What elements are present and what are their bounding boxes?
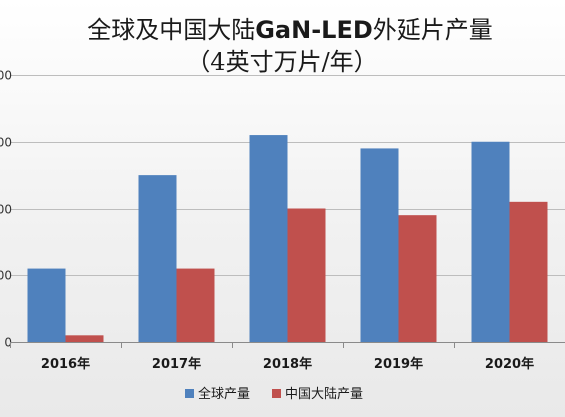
x-axis-tick-labels: 2016年 2017年 2018年 2019年 2020年	[41, 356, 534, 372]
legend-swatch-中国大陆产量	[272, 389, 281, 398]
y-tick-label-400: 00	[0, 136, 12, 150]
y-tick-label-300: 00	[0, 203, 12, 217]
chart-title-group: 全球及中国大陆GaN-LED外延片产量 （4英寸万片/年）	[87, 16, 493, 76]
bars	[27, 135, 548, 342]
bar-中国大陆产量-2018年	[287, 208, 326, 342]
legend-label-全球产量: 全球产量	[198, 386, 250, 402]
bar-中国大陆产量-2020年	[509, 201, 548, 342]
chart-subtitle: （4英寸万片/年）	[186, 48, 377, 76]
bar-中国大陆产量-2017年	[176, 268, 215, 342]
y-tick-label-200: 00	[0, 269, 12, 283]
bar-中国大陆产量-2016年	[65, 335, 104, 342]
bar-全球产量-2017年	[138, 175, 177, 342]
x-tick-label-2020年: 2020年	[485, 356, 534, 372]
y-tick-label-100: 0	[4, 336, 12, 350]
bar-全球产量-2020年	[471, 141, 510, 342]
legend: 全球产量 中国大陆产量	[185, 386, 363, 402]
bar-全球产量-2016年	[27, 268, 66, 342]
bar-全球产量-2018年	[249, 135, 288, 342]
x-tick-label-2016年: 2016年	[41, 356, 90, 372]
x-tick-label-2019年: 2019年	[374, 356, 423, 372]
bar-中国大陆产量-2019年	[398, 215, 437, 342]
y-tick-label-500: 00	[0, 69, 12, 83]
x-tick-label-2018年: 2018年	[263, 356, 312, 372]
bar-全球产量-2019年	[360, 148, 399, 342]
legend-label-中国大陆产量: 中国大陆产量	[285, 386, 363, 402]
x-tick-label-2017年: 2017年	[152, 356, 201, 372]
x-axis	[10, 342, 565, 348]
chart-title: 全球及中国大陆GaN-LED外延片产量	[87, 16, 493, 44]
legend-swatch-全球产量	[185, 389, 194, 398]
